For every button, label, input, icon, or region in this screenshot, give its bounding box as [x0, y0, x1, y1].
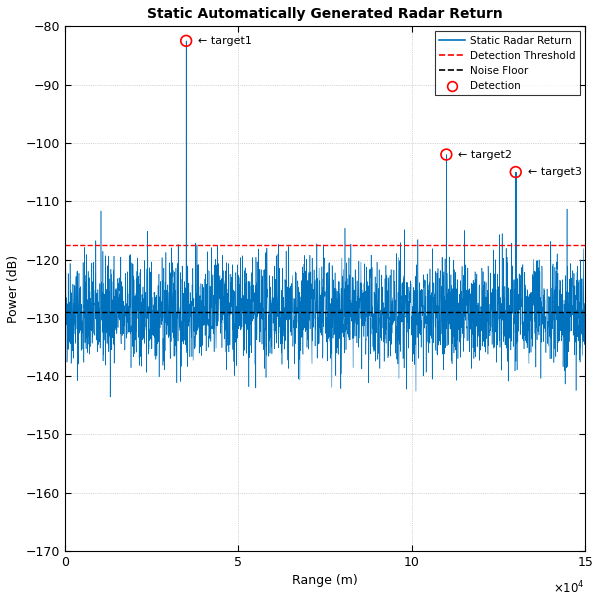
Detection — [511, 167, 521, 177]
Static Radar Return — [182, 37, 190, 44]
Static Radar Return — [581, 313, 589, 320]
X-axis label: Range (m): Range (m) — [292, 574, 358, 587]
Line: Static Radar Return: Static Radar Return — [65, 41, 585, 397]
Y-axis label: Power (dB): Power (dB) — [7, 254, 20, 323]
Detection — [442, 150, 451, 160]
Detection — [181, 36, 191, 46]
Static Radar Return — [107, 394, 114, 401]
Static Radar Return — [61, 295, 68, 302]
Text: $\times10^4$: $\times10^4$ — [553, 580, 585, 596]
Noise Floor — [61, 308, 68, 316]
Static Radar Return — [572, 292, 579, 299]
Detection Threshold — [61, 241, 68, 248]
Title: Static Automatically Generated Radar Return: Static Automatically Generated Radar Ret… — [147, 7, 503, 21]
Static Radar Return — [152, 294, 159, 301]
Text: ← target3: ← target3 — [528, 167, 582, 177]
Static Radar Return — [284, 290, 291, 297]
Static Radar Return — [515, 270, 523, 277]
Static Radar Return — [121, 322, 128, 329]
Text: ← target2: ← target2 — [458, 149, 512, 160]
Text: ← target1: ← target1 — [199, 36, 252, 46]
Detection Threshold — [61, 241, 68, 248]
Legend: Static Radar Return, Detection Threshold, Noise Floor, Detection: Static Radar Return, Detection Threshold… — [435, 31, 580, 95]
Static Radar Return — [261, 325, 268, 332]
Noise Floor — [61, 308, 68, 316]
